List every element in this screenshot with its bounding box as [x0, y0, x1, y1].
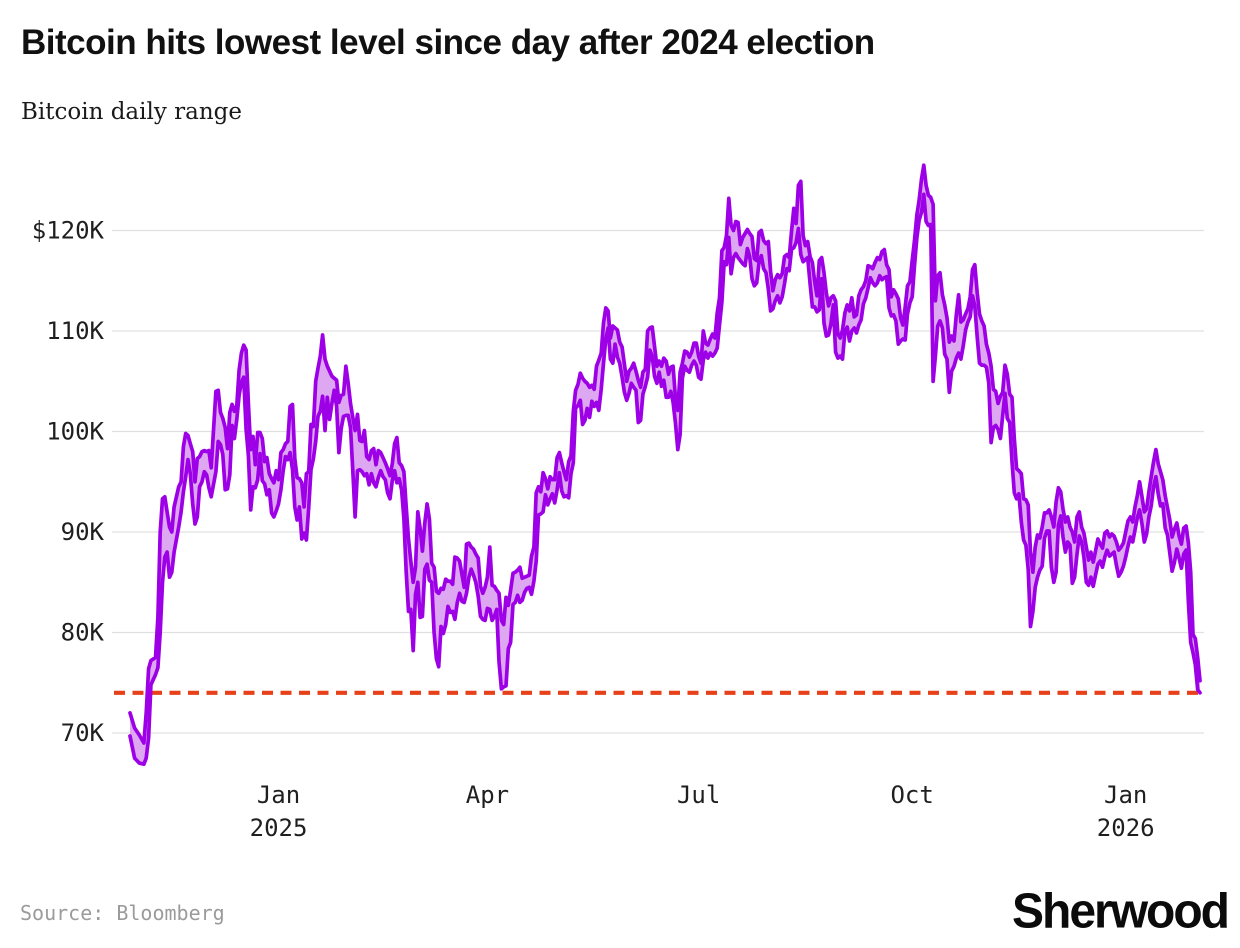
y-axis-label-100k: 100K	[46, 418, 104, 446]
sherwood-logo: Sherwood	[1011, 884, 1230, 939]
page-title: Bitcoin hits lowest level since day afte…	[21, 23, 875, 62]
y-axis-label-70k: 70K	[61, 719, 105, 747]
x-axis-label-1: Jan	[257, 781, 300, 809]
daily-high-line	[128, 163, 1202, 745]
y-axis-label-90k: 90K	[61, 518, 105, 546]
y-axis-label-80k: 80K	[61, 619, 105, 647]
y-axis-label-120k: $120K	[32, 217, 105, 245]
x-axis-label-3: Jul	[677, 781, 720, 809]
x-axis-label-2: Apr	[466, 781, 509, 809]
x-axis-label-5-year: 2026	[1097, 814, 1155, 842]
daily-low-line	[128, 192, 1202, 767]
source-attribution: Source: Bloomberg	[20, 901, 225, 925]
x-axis-label-1-year: 2025	[250, 814, 308, 842]
chart-subtitle: Bitcoin daily range	[21, 99, 243, 125]
x-axis-label-5: Jan	[1104, 781, 1147, 809]
y-axis-label-110k: 110K	[46, 317, 104, 345]
x-axis-label-4: Oct	[890, 781, 933, 809]
